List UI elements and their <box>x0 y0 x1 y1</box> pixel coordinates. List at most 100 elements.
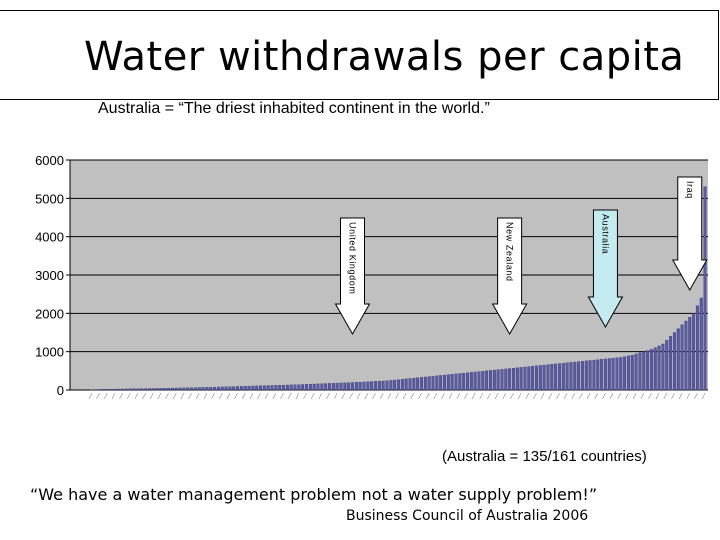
bar <box>561 363 565 391</box>
bar <box>646 350 650 391</box>
x-tick-label <box>180 392 185 400</box>
x-tick-label <box>234 392 238 400</box>
title-box <box>0 10 719 100</box>
bar <box>546 364 550 391</box>
y-tick-label: 2000 <box>35 306 64 321</box>
bar <box>335 382 339 391</box>
x-tick-label <box>701 392 706 400</box>
x-tick-label <box>173 392 177 400</box>
bar <box>282 384 285 391</box>
x-tick-label <box>494 392 499 400</box>
bar <box>404 378 408 391</box>
x-tick-label <box>402 392 407 400</box>
bar <box>385 380 389 391</box>
bar <box>132 388 136 391</box>
bar <box>278 385 282 391</box>
bar <box>538 365 542 391</box>
bar <box>377 381 381 391</box>
bar <box>285 384 289 391</box>
bar <box>220 386 224 391</box>
bar <box>431 376 435 391</box>
bar <box>416 377 420 391</box>
x-tick-label <box>694 392 698 400</box>
bar <box>205 387 209 391</box>
x-tick-label <box>617 392 621 400</box>
bar <box>381 380 385 391</box>
bar <box>607 358 611 391</box>
x-tick-label <box>563 392 568 400</box>
x-tick-label <box>119 392 123 400</box>
x-tick-label <box>349 392 353 400</box>
bar <box>144 388 148 391</box>
bar <box>320 383 324 391</box>
bar <box>600 359 604 391</box>
bar <box>370 381 374 391</box>
bar <box>354 382 358 391</box>
x-tick-label <box>678 392 683 400</box>
bar <box>615 357 619 391</box>
bar <box>657 345 661 391</box>
annotation-arrow <box>334 217 371 336</box>
bar <box>638 352 642 391</box>
bar <box>209 387 213 391</box>
bar <box>109 389 113 391</box>
annotation-arrow <box>491 217 528 336</box>
x-tick-label <box>111 392 116 400</box>
x-tick-label <box>571 392 576 400</box>
bar <box>197 387 201 391</box>
bar <box>259 385 263 391</box>
bar <box>389 380 393 391</box>
x-tick-label <box>318 392 323 400</box>
x-tick-label <box>510 392 514 400</box>
bar <box>450 374 454 391</box>
bar <box>412 377 416 391</box>
y-tick-label: 0 <box>57 383 64 398</box>
bar <box>159 388 163 391</box>
quote: “We have a water management problem not … <box>30 485 598 504</box>
x-tick-label <box>655 392 660 400</box>
bar <box>634 353 638 391</box>
x-tick-label <box>464 392 468 400</box>
countries-note: (Australia = 135/161 countries) <box>442 448 647 465</box>
bar <box>477 371 481 391</box>
bars <box>90 186 707 391</box>
bar <box>580 361 584 391</box>
bar <box>692 313 696 391</box>
bar <box>489 370 492 391</box>
bar <box>255 385 259 391</box>
bar <box>588 360 592 391</box>
x-tick-label <box>648 392 652 400</box>
bar <box>331 383 335 391</box>
x-tick-label <box>487 392 491 400</box>
x-tick-label <box>456 392 461 400</box>
bar <box>466 372 469 391</box>
x-tick-label <box>586 392 591 400</box>
x-tick-label <box>502 392 507 400</box>
bar <box>147 388 151 391</box>
bar <box>439 375 443 391</box>
annotation-label: United Kingdom <box>348 222 358 294</box>
bar <box>170 387 174 391</box>
y-tick-label: 4000 <box>35 230 64 245</box>
bar <box>458 373 462 391</box>
bar <box>443 374 446 391</box>
bar <box>619 357 623 391</box>
annotation-label: Australia <box>600 214 610 254</box>
y-tick-label: 3000 <box>35 268 64 283</box>
x-tick-label <box>295 392 300 400</box>
bar <box>124 388 128 391</box>
x-tick-label <box>448 392 453 400</box>
bar <box>680 324 684 391</box>
bar <box>182 387 186 391</box>
y-tick-label: 5000 <box>35 191 64 206</box>
bar <box>351 382 354 391</box>
bar <box>328 383 331 391</box>
x-axis-labels <box>88 392 706 400</box>
bar <box>504 368 508 391</box>
x-tick-label <box>663 392 667 400</box>
x-tick-label <box>272 392 277 400</box>
bar <box>312 383 316 391</box>
bar <box>481 371 485 391</box>
y-tick-label: 6000 <box>35 153 64 168</box>
water-withdrawals-chart: 0 1000 2000 3000 4000 5000 6000 United Kingdom… <box>35 153 708 400</box>
